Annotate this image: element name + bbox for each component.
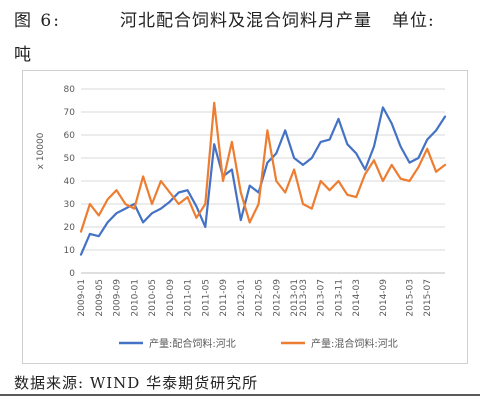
x-tick-label: 2015-07 (423, 279, 433, 317)
x-tick-label: 2011-05 (201, 279, 211, 317)
y-tick-label: 10 (64, 246, 76, 256)
y-tick-label: 80 (64, 85, 76, 95)
y-tick-label: 40 (64, 177, 76, 187)
series-line-2 (79, 101, 447, 233)
y-tick-label: 30 (64, 200, 76, 210)
legend-label-1: 产量:配合饲料:河北 (149, 337, 236, 350)
x-tick-label: 2012-09 (272, 279, 282, 317)
y-tick-label: 0 (69, 269, 75, 279)
x-tick-label: 2010-05 (148, 279, 158, 317)
x-tick-label: 2014-03 (352, 279, 362, 317)
y-tick-label: 20 (64, 223, 76, 233)
series-line-1 (79, 106, 447, 256)
x-tick-label: 2013-11 (334, 279, 344, 317)
figure-header: 图 6: 河北配合饲料及混合饲料月产量 单位: 吨 (0, 0, 480, 70)
unit-label: 单位: (392, 11, 435, 31)
x-tick-label: 2009-05 (95, 279, 105, 317)
x-tick-label: 2009-01 (77, 279, 87, 317)
x-tick-label: 2012-05 (255, 279, 265, 317)
y-tick-label: 50 (64, 154, 76, 164)
x-tick-label: 2013-01 (290, 279, 300, 317)
x-tick-label: 2012-01 (237, 279, 247, 317)
figure-title: 河北配合饲料及混合饲料月产量 (120, 11, 372, 31)
unit-value: 吨 (14, 45, 31, 65)
x-tick-label: 2011-09 (219, 279, 229, 317)
x-tick-label: 2013-03 (299, 279, 309, 317)
figure-label: 图 6: (14, 11, 61, 31)
y-axis-title: x 10000 (36, 132, 46, 169)
chart-container: 0 10 20 30 40 50 60 70 80 x 10000 2009-01 2009-05 20… (22, 70, 468, 364)
line-chart: 0 10 20 30 40 50 60 70 80 x 10000 2009-01 2009-05 20… (36, 85, 447, 350)
y-tick-label: 60 (64, 131, 76, 141)
x-tick-label: 2014-09 (379, 279, 389, 317)
x-tick-label: 2009-09 (113, 279, 123, 317)
x-tick-label: 2013-07 (317, 279, 327, 317)
legend-label-2: 产量:混合饲料:河北 (311, 337, 398, 350)
x-tick-label: 2011-01 (184, 279, 194, 317)
bottom-rule (0, 394, 480, 396)
data-source: 数据来源: WIND 华泰期货研究所 (14, 374, 259, 392)
x-tick-label: 2010-09 (166, 279, 176, 317)
x-tick-label: 2015-03 (405, 279, 415, 317)
y-tick-label: 70 (64, 108, 76, 118)
x-tick-label: 2010-01 (130, 279, 140, 317)
